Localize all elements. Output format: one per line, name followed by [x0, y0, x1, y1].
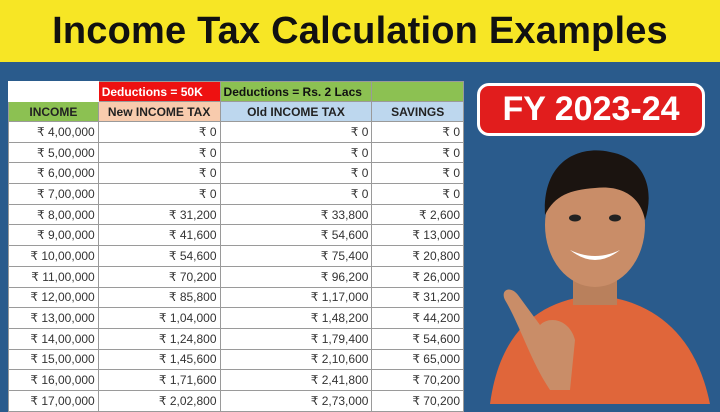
group-header-row: Deductions = 50K Deductions = Rs. 2 Lacs: [8, 81, 464, 102]
old-tax-cell: ₹ 2,73,000: [219, 389, 373, 412]
face: [545, 163, 645, 287]
savings-cell: ₹ 0: [371, 183, 464, 205]
column-header-savings: SAVINGS: [371, 101, 464, 122]
hair: [544, 150, 649, 220]
table-row: ₹ 17,00,000 ₹ 2,02,800 ₹ 2,73,000 ₹ 70,200: [8, 389, 464, 412]
income-cell: ₹ 7,00,000: [8, 183, 99, 205]
savings-cell: ₹ 65,000: [371, 348, 464, 371]
savings-cell: ₹ 54,600: [371, 327, 464, 350]
table-row: ₹ 12,00,000 ₹ 85,800 ₹ 1,17,000 ₹ 31,200: [8, 286, 464, 309]
old-tax-cell: ₹ 1,17,000: [219, 286, 373, 309]
income-cell: ₹ 10,00,000: [8, 245, 99, 267]
new-tax-cell: ₹ 1,24,800: [97, 327, 221, 350]
new-tax-cell: ₹ 1,45,600: [97, 348, 221, 371]
group-header-empty: [8, 81, 99, 102]
income-cell: ₹ 11,00,000: [8, 265, 99, 288]
new-tax-cell: ₹ 54,600: [97, 245, 221, 267]
pointing-hand: [503, 289, 575, 390]
new-tax-cell: ₹ 0: [97, 183, 221, 205]
table-row: ₹ 16,00,000 ₹ 1,71,600 ₹ 2,41,800 ₹ 70,200: [8, 369, 464, 391]
new-tax-cell: ₹ 70,200: [97, 265, 221, 288]
table-row: ₹ 10,00,000 ₹ 54,600 ₹ 75,400 ₹ 20,800: [8, 245, 464, 267]
group-header-new: Deductions = 50K: [97, 81, 221, 102]
old-tax-cell: ₹ 1,79,400: [219, 327, 373, 350]
savings-cell: ₹ 0: [371, 121, 464, 143]
new-tax-cell: ₹ 85,800: [97, 286, 221, 309]
savings-cell: ₹ 31,200: [371, 286, 464, 309]
old-tax-cell: ₹ 2,41,800: [219, 369, 373, 391]
income-cell: ₹ 13,00,000: [8, 307, 99, 329]
savings-cell: ₹ 0: [371, 162, 464, 185]
tax-table: Deductions = 50K Deductions = Rs. 2 Lacs…: [8, 81, 464, 412]
savings-cell: ₹ 2,600: [371, 203, 464, 226]
old-tax-cell: ₹ 54,600: [219, 224, 373, 247]
table-row: ₹ 5,00,000 ₹ 0 ₹ 0 ₹ 0: [8, 141, 464, 164]
old-tax-cell: ₹ 0: [219, 141, 373, 164]
new-tax-cell: ₹ 0: [97, 162, 221, 185]
savings-cell: ₹ 70,200: [371, 389, 464, 412]
table-row: ₹ 15,00,000 ₹ 1,45,600 ₹ 2,10,600 ₹ 65,000: [8, 348, 464, 371]
new-tax-cell: ₹ 31,200: [97, 203, 221, 226]
income-cell: ₹ 15,00,000: [8, 348, 99, 371]
old-tax-cell: ₹ 96,200: [219, 265, 373, 288]
table-row: ₹ 9,00,000 ₹ 41,600 ₹ 54,600 ₹ 13,000: [8, 224, 464, 247]
savings-cell: ₹ 44,200: [371, 307, 464, 329]
group-header-savings: [371, 81, 464, 102]
income-cell: ₹ 17,00,000: [8, 389, 99, 412]
new-tax-cell: ₹ 41,600: [97, 224, 221, 247]
income-cell: ₹ 9,00,000: [8, 224, 99, 247]
right-eye: [609, 214, 621, 222]
savings-cell: ₹ 26,000: [371, 265, 464, 288]
new-tax-cell: ₹ 2,02,800: [97, 389, 221, 412]
column-header-new-tax: New INCOME TAX: [97, 101, 221, 122]
table-row: ₹ 14,00,000 ₹ 1,24,800 ₹ 1,79,400 ₹ 54,600: [8, 327, 464, 350]
savings-cell: ₹ 20,800: [371, 245, 464, 267]
thumbnail-title: Income Tax Calculation Examples: [0, 0, 720, 62]
old-tax-cell: ₹ 0: [219, 162, 373, 185]
column-header-old-tax: Old INCOME TAX: [219, 101, 373, 122]
old-tax-cell: ₹ 75,400: [219, 245, 373, 267]
savings-cell: ₹ 0: [371, 141, 464, 164]
income-cell: ₹ 12,00,000: [8, 286, 99, 309]
old-tax-cell: ₹ 1,48,200: [219, 307, 373, 329]
table-row: ₹ 6,00,000 ₹ 0 ₹ 0 ₹ 0: [8, 162, 464, 185]
table-row: ₹ 7,00,000 ₹ 0 ₹ 0 ₹ 0: [8, 183, 464, 205]
income-cell: ₹ 5,00,000: [8, 141, 99, 164]
table-row: ₹ 11,00,000 ₹ 70,200 ₹ 96,200 ₹ 26,000: [8, 265, 464, 288]
fiscal-year-badge: FY 2023-24: [477, 83, 705, 136]
old-tax-cell: ₹ 2,10,600: [219, 348, 373, 371]
left-eye: [569, 214, 581, 222]
new-tax-cell: ₹ 0: [97, 121, 221, 143]
old-tax-cell: ₹ 33,800: [219, 203, 373, 226]
smile: [570, 250, 620, 260]
savings-cell: ₹ 70,200: [371, 369, 464, 391]
table-row: ₹ 4,00,000 ₹ 0 ₹ 0 ₹ 0: [8, 121, 464, 143]
table-row: ₹ 13,00,000 ₹ 1,04,000 ₹ 1,48,200 ₹ 44,200: [8, 307, 464, 329]
old-tax-cell: ₹ 0: [219, 183, 373, 205]
income-cell: ₹ 16,00,000: [8, 369, 99, 391]
savings-cell: ₹ 13,000: [371, 224, 464, 247]
income-cell: ₹ 6,00,000: [8, 162, 99, 185]
column-header-income: INCOME: [8, 101, 99, 122]
new-tax-cell: ₹ 1,71,600: [97, 369, 221, 391]
new-tax-cell: ₹ 0: [97, 141, 221, 164]
income-cell: ₹ 8,00,000: [8, 203, 99, 226]
old-tax-cell: ₹ 0: [219, 121, 373, 143]
new-tax-cell: ₹ 1,04,000: [97, 307, 221, 329]
presenter-photo: [490, 150, 710, 404]
income-cell: ₹ 14,00,000: [8, 327, 99, 350]
column-header-row: INCOME New INCOME TAX Old INCOME TAX SAV…: [8, 101, 464, 122]
income-cell: ₹ 4,00,000: [8, 121, 99, 143]
group-header-old: Deductions = Rs. 2 Lacs: [219, 81, 373, 102]
table-row: ₹ 8,00,000 ₹ 31,200 ₹ 33,800 ₹ 2,600: [8, 203, 464, 226]
